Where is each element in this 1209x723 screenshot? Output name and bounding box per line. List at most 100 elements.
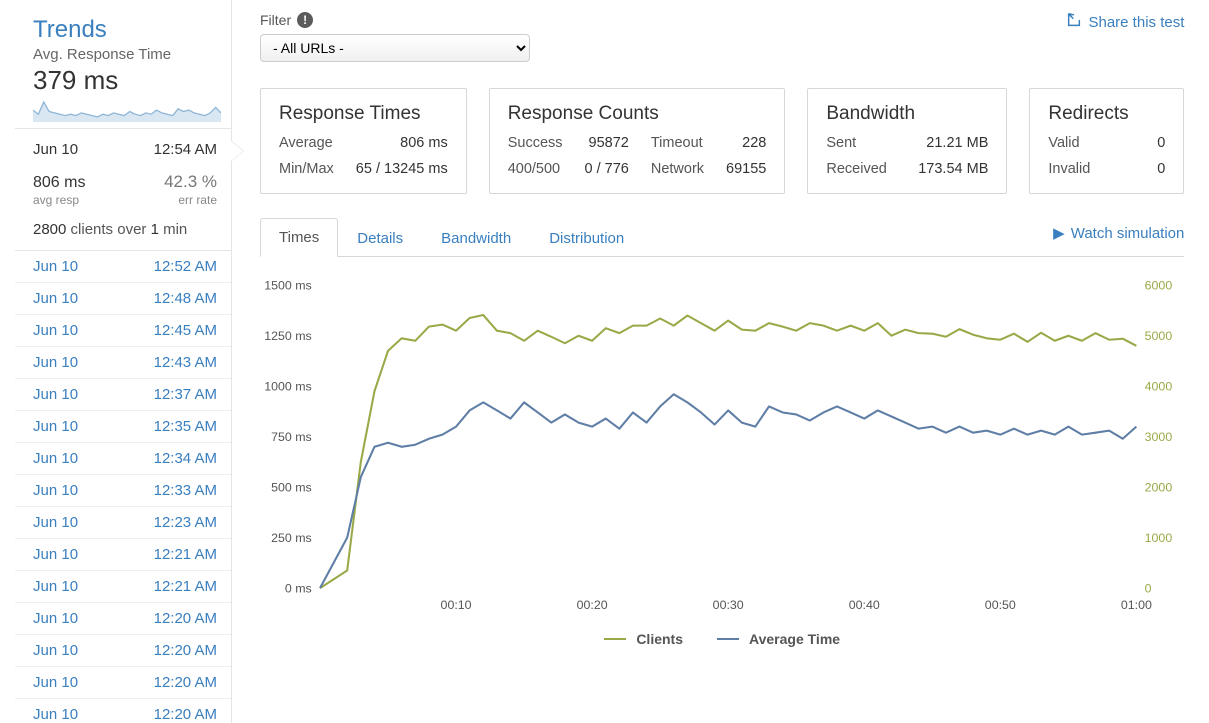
stat-value: 173.54 MB: [914, 161, 989, 177]
run-item[interactable]: Jun 10 12:20 AM: [15, 698, 231, 723]
stat-value: 228: [726, 135, 766, 151]
svg-text:4000: 4000: [1145, 379, 1173, 393]
run-date: Jun 10: [33, 578, 78, 595]
run-date: Jun 10: [33, 674, 78, 691]
filter-label: Filter: [260, 12, 291, 28]
run-date: Jun 10: [33, 706, 78, 723]
share-icon: [1066, 12, 1082, 32]
svg-text:6000: 6000: [1145, 278, 1173, 292]
run-date: Jun 10: [33, 386, 78, 403]
chart-legend: Clients Average Time: [260, 631, 1184, 647]
run-item[interactable]: Jun 1012:45 AM: [15, 314, 231, 346]
main-panel: Filter ! - All URLs - Share this test Re…: [232, 0, 1209, 723]
legend-label: Clients: [636, 631, 683, 647]
run-time: 12:23 AM: [154, 514, 217, 531]
svg-text:1000: 1000: [1145, 531, 1173, 545]
run-date: Jun 10: [33, 418, 78, 435]
run-date: Jun 10: [33, 514, 78, 531]
svg-text:1000 ms: 1000 ms: [264, 379, 312, 393]
run-item[interactable]: Jun 10 12:35 AM: [15, 410, 231, 442]
run-time: 12:21 AM: [154, 578, 217, 595]
topbar: Filter ! - All URLs - Share this test: [260, 12, 1184, 62]
tab-times[interactable]: Times: [260, 218, 338, 257]
run-date: Jun 10: [33, 546, 78, 563]
run-item[interactable]: Jun 1012:33 AM: [15, 474, 231, 506]
svg-text:0 ms: 0 ms: [285, 581, 312, 595]
run-date: Jun 10: [33, 610, 78, 627]
run-time: 12:20 AM: [154, 674, 217, 691]
stat-label: Average: [279, 135, 334, 151]
run-date: Jun 10: [33, 354, 78, 371]
filter-label-row: Filter !: [260, 12, 530, 28]
selected-clients-mid: clients over: [66, 221, 150, 238]
svg-text:500 ms: 500 ms: [271, 480, 312, 494]
run-item[interactable]: Jun 10 12:23 AM: [15, 506, 231, 538]
run-time: 12:20 AM: [154, 610, 217, 627]
selected-resp-label: avg resp: [33, 193, 79, 207]
selected-err-label: err rate: [178, 193, 217, 207]
trends-sparkline: [15, 100, 231, 128]
svg-text:1500 ms: 1500 ms: [264, 278, 312, 292]
tab-distribution[interactable]: Distribution: [530, 219, 643, 257]
tabbar: TimesDetailsBandwidthDistribution ▶ Watc…: [260, 218, 1184, 257]
run-time: 12:20 AM: [154, 706, 217, 723]
share-link[interactable]: Share this test: [1066, 12, 1184, 32]
run-item[interactable]: Jun 10 12:20 AM: [15, 602, 231, 634]
tab-details[interactable]: Details: [338, 219, 422, 257]
trends-avg-value: 379 ms: [15, 65, 231, 100]
legend-label: Average Time: [749, 631, 840, 647]
run-item[interactable]: Jun 1012:48 AM: [15, 282, 231, 314]
filter-select[interactable]: - All URLs -: [260, 34, 530, 62]
card-redirects: Redirects Valid 0 Invalid 0: [1029, 88, 1184, 194]
run-item[interactable]: Jun 10 12:20 AM: [15, 666, 231, 698]
info-icon[interactable]: !: [297, 12, 313, 28]
stat-label: Valid: [1048, 135, 1112, 151]
run-item[interactable]: Jun 1012:37 AM: [15, 378, 231, 410]
run-date: Jun 10: [33, 450, 78, 467]
run-item[interactable]: Jun 10 12:21 AM: [15, 570, 231, 602]
tab-bandwidth[interactable]: Bandwidth: [422, 219, 530, 257]
run-item[interactable]: Jun 10 12:21 AM: [15, 538, 231, 570]
card-title: Response Times: [279, 103, 448, 125]
selected-clients-tail: min: [159, 221, 187, 238]
share-label: Share this test: [1088, 14, 1184, 31]
stat-value: 0: [1135, 161, 1166, 177]
run-date: Jun 10: [33, 258, 78, 275]
run-time: 12:21 AM: [154, 546, 217, 563]
selected-clients-line: 2800 clients over 1 min: [33, 221, 217, 238]
legend-swatch: [717, 638, 739, 641]
legend-item-avg: Average Time: [717, 631, 840, 647]
svg-text:01:00: 01:00: [1121, 598, 1152, 612]
card-response-times: Response Times Average 806 ms Min/Max 65…: [260, 88, 467, 194]
run-time: 12:35 AM: [154, 418, 217, 435]
run-item[interactable]: Jun 1012:43 AM: [15, 346, 231, 378]
stat-value: 0: [1135, 135, 1166, 151]
run-item[interactable]: Jun 1012:20 AM: [15, 634, 231, 666]
stat-value: 806 ms: [356, 135, 448, 151]
trends-subtitle: Avg. Response Time: [15, 46, 231, 65]
selected-run-card[interactable]: Jun 10 12:54 AM 806 ms 42.3 % avg resp e…: [15, 128, 231, 251]
stat-value: 21.21 MB: [914, 135, 989, 151]
run-date: Jun 10: [33, 482, 78, 499]
watch-simulation-link[interactable]: ▶ Watch simulation: [1053, 224, 1184, 242]
svg-text:750 ms: 750 ms: [271, 430, 312, 444]
run-time: 12:45 AM: [154, 322, 217, 339]
runs-list: Jun 1012:52 AMJun 1012:48 AMJun 1012:45 …: [15, 251, 231, 723]
stat-cards: Response Times Average 806 ms Min/Max 65…: [260, 88, 1184, 194]
run-item[interactable]: Jun 1012:52 AM: [15, 251, 231, 282]
run-time: 12:34 AM: [154, 450, 217, 467]
svg-text:2000: 2000: [1145, 480, 1173, 494]
run-time: 12:20 AM: [154, 642, 217, 659]
legend-swatch: [604, 638, 626, 641]
selected-time: 12:54 AM: [154, 141, 217, 158]
svg-text:5000: 5000: [1145, 329, 1173, 343]
card-title: Response Counts: [508, 103, 767, 125]
run-item[interactable]: Jun 10 12:34 AM: [15, 442, 231, 474]
stat-value: 95872: [585, 135, 629, 151]
stat-value: 0 / 776: [585, 161, 629, 177]
card-title: Redirects: [1048, 103, 1165, 125]
svg-text:00:10: 00:10: [441, 598, 472, 612]
sidebar: Trends Avg. Response Time 379 ms Jun 10 …: [0, 0, 232, 723]
stat-label: 400/500: [508, 161, 563, 177]
svg-text:00:50: 00:50: [985, 598, 1016, 612]
